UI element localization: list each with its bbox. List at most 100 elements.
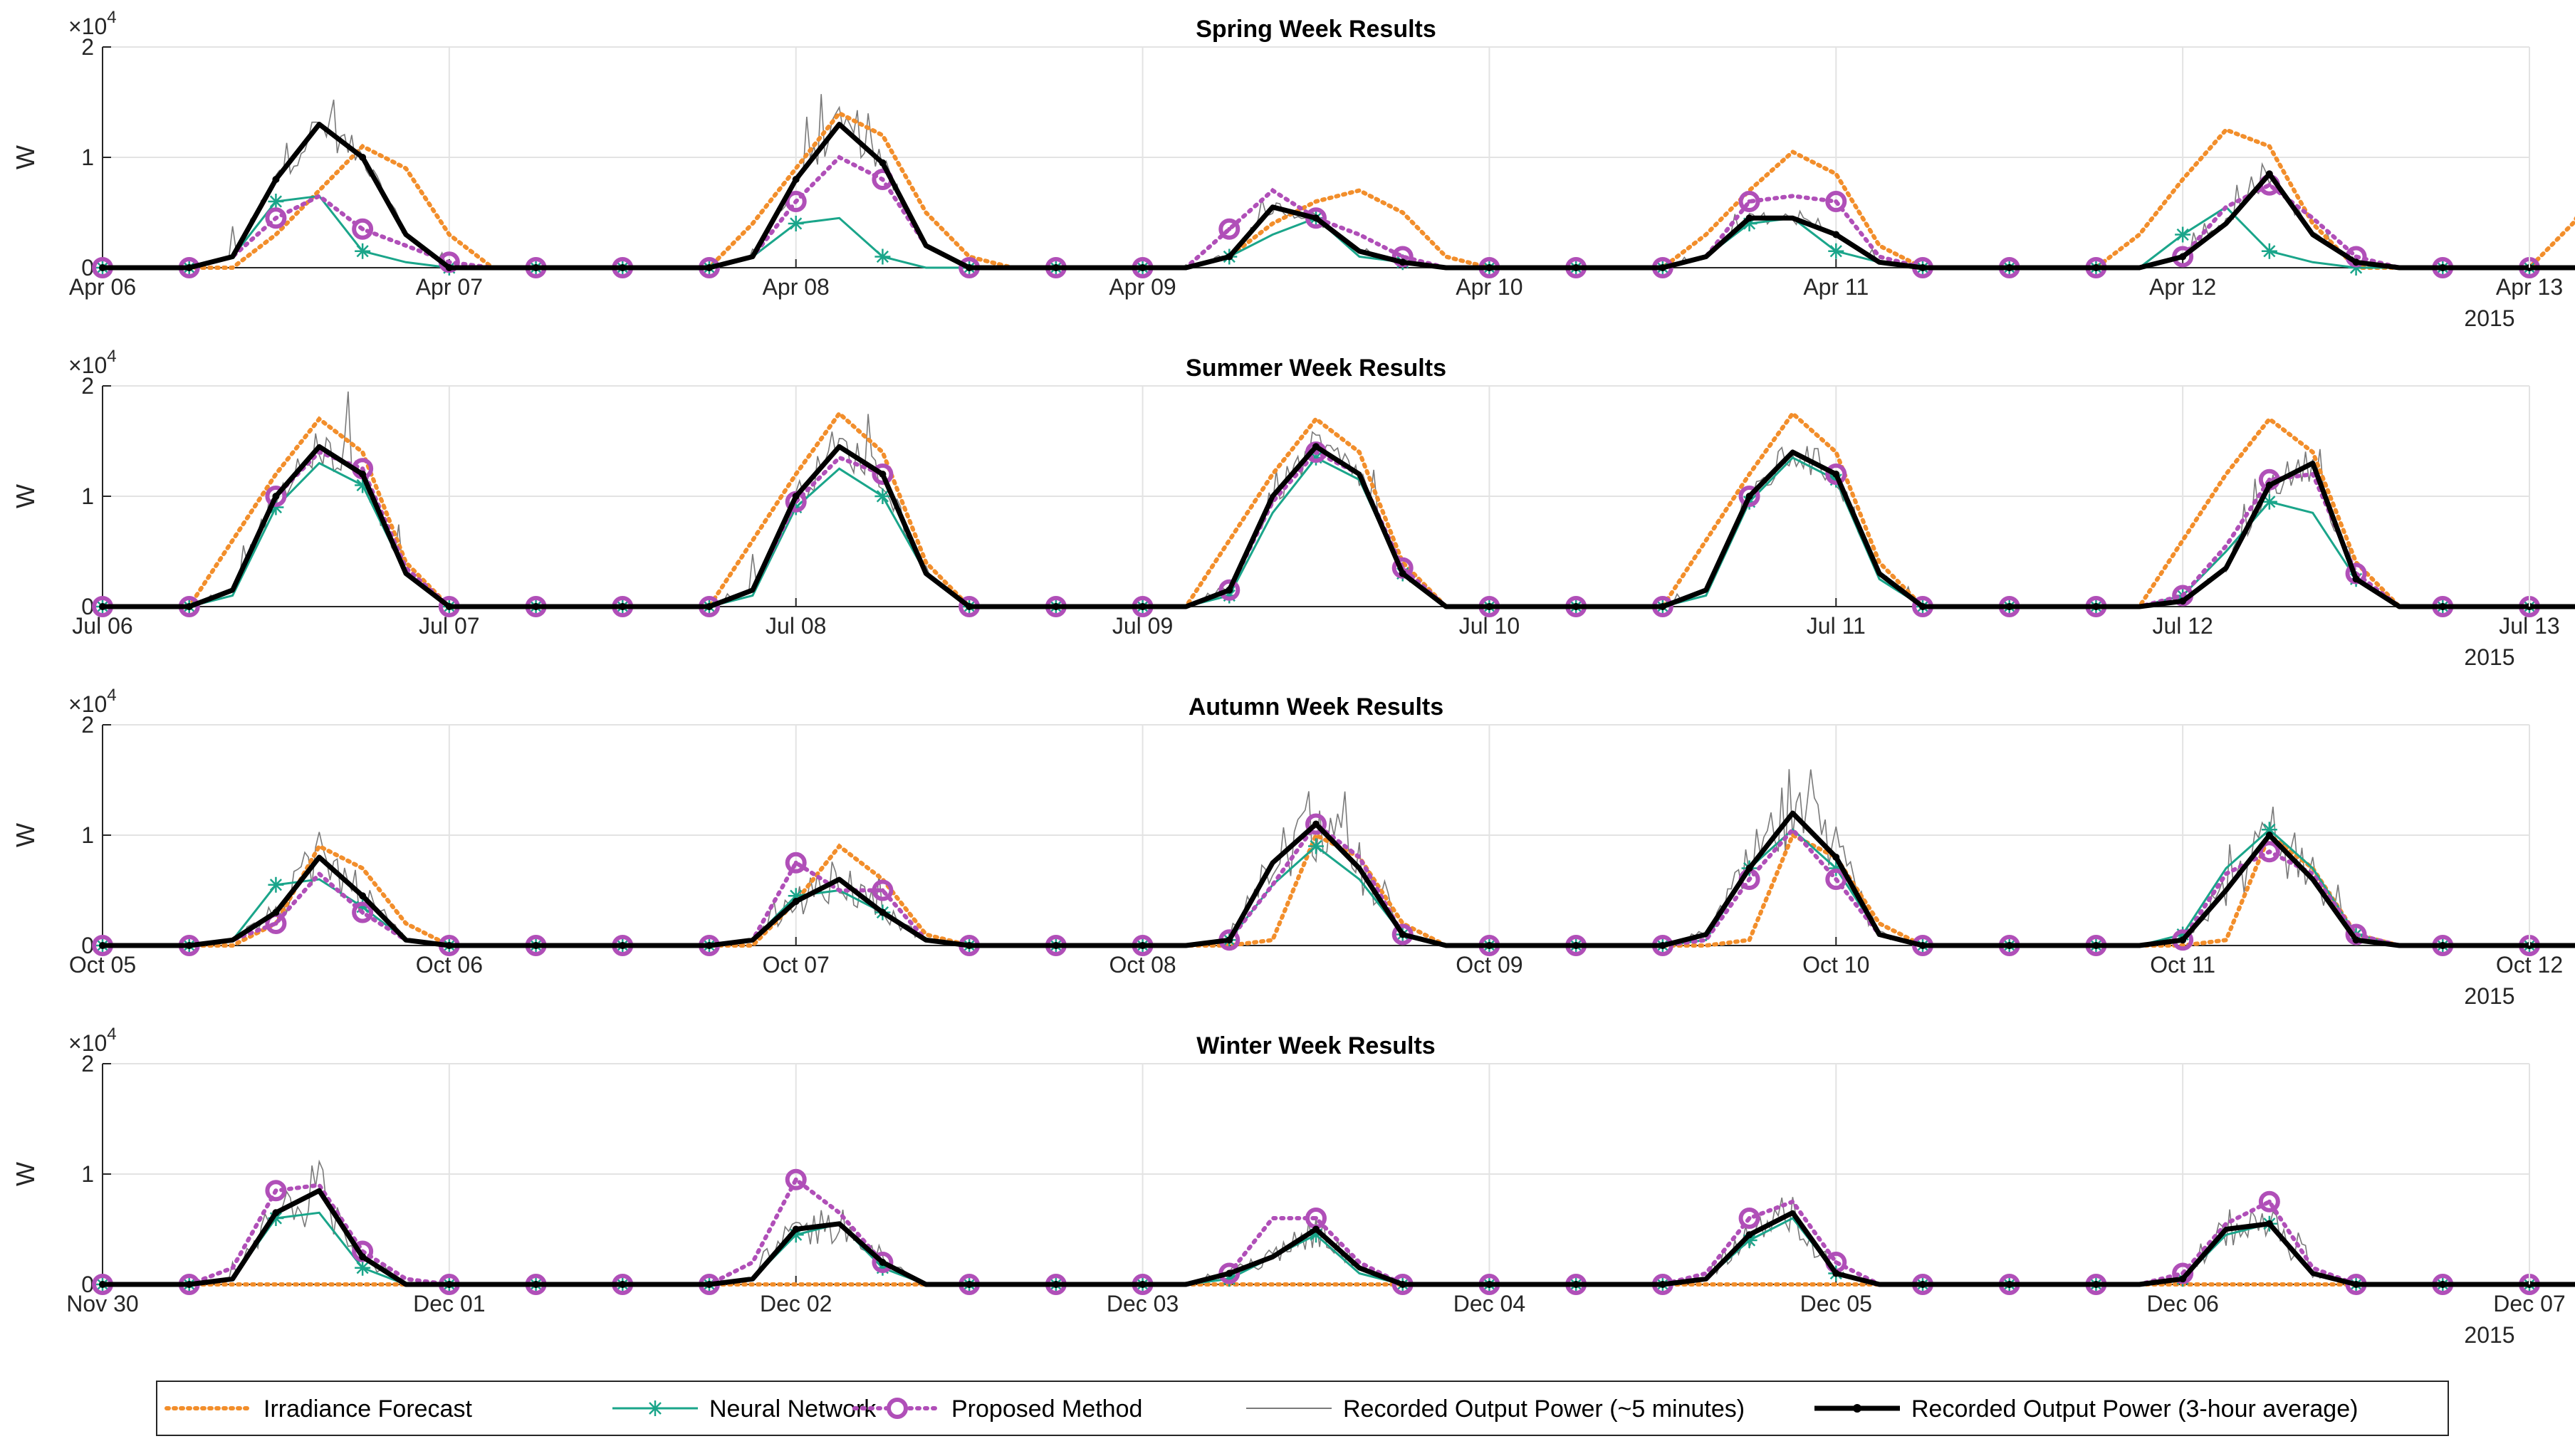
proposed-marker [785,1168,807,1190]
neural-marker-stroke [2263,823,2276,836]
proposed-marker-dot [273,1188,278,1193]
recorded-3h-marker [1485,603,1493,610]
recorded-3h-marker [1226,936,1233,944]
recorded-3h-marker [619,942,627,949]
proposed-marker [785,852,807,874]
recorded-3h-marker [2092,264,2100,271]
x-tick-label: Jul 12 [2152,613,2213,639]
neural-marker [268,194,284,209]
proposed-marker [1218,218,1241,240]
recorded-3h-marker [272,493,280,500]
proposed-marker-dot [2267,477,2272,482]
neural-marker [2175,226,2191,243]
recorded-3h-marker [1659,1281,1666,1288]
neural-marker-stroke [2176,228,2189,241]
recorded-3h-marker [2092,1281,2100,1288]
y-tick-label: 1 [81,822,94,848]
proposed-marker-dot [2267,182,2272,187]
proposed-marker [872,463,894,485]
recorded-3h-marker [2265,481,2273,489]
recorded-3h-marker [2439,1281,2447,1288]
x-tick-label: Apr 11 [1803,274,1869,300]
recorded-3h-marker [2265,1220,2273,1227]
recorded-3h-marker [1226,253,1233,261]
recorded-3h-marker [1832,231,1840,239]
recorded-3h-marker [2265,832,2273,839]
y-tick-label: 1 [81,145,94,170]
legend-label: Proposed Method [951,1395,1142,1423]
proposed-marker [1825,869,1847,890]
proposed-marker [2258,1190,2280,1213]
neural-marker [788,216,804,231]
recorded-3h-marker [1572,264,1580,271]
x-tick-label: Dec 05 [1800,1291,1872,1316]
recorded-3h-marker [792,1225,800,1233]
recorded-3h-marker [1485,1281,1493,1288]
recorded-3h-marker [2265,170,2273,178]
recorded-3h-marker [1312,214,1320,222]
recorded-3h-marker [1312,443,1320,451]
proposed-marker [265,1180,287,1202]
proposed-marker-dot [273,921,278,926]
recorded-3h-marker [966,942,973,949]
proposed-marker-dot [273,216,278,221]
recorded-3h-marker [2352,1281,2360,1288]
recorded-3h-marker [1052,603,1060,610]
legend-label: Recorded Output Power (~5 minutes) [1343,1395,1745,1423]
y-axis-label: W [11,145,40,169]
proposed-marker-dot [880,888,885,893]
y-tick-label: 2 [81,373,94,399]
recorded-3h-marker [2179,253,2187,261]
y-exponent-power: 4 [107,686,116,705]
proposed-marker-dot [793,1177,798,1182]
y-axis-label: W [11,1162,40,1186]
neural-marker-stroke [1829,245,1842,258]
recorded-3h-marker [185,603,193,610]
recorded-3h-marker [272,1209,280,1217]
neural-marker-stroke [876,250,889,263]
recorded-3h-marker [619,264,627,271]
proposed-marker-dot [1834,877,1839,881]
y-exponent-label: ×104 [68,1025,117,1056]
series-recorded-3h-line [103,444,2575,609]
y-tick-label: 2 [81,34,94,60]
y-tick-label: 1 [81,1161,94,1187]
recorded-3h-marker [2179,1275,2187,1283]
proposed-marker [785,191,807,212]
recorded-3h-marker [966,1281,973,1288]
proposed-marker-dot [1834,1260,1839,1264]
recorded-3h-marker [185,264,193,271]
year-label: 2015 [2464,305,2514,331]
proposed-marker-dot [1747,877,1752,881]
series-recorded-3h-line [103,1188,2575,1287]
proposed-marker [2258,841,2280,863]
recorded-3h-marker [619,1281,627,1288]
proposed-marker [1305,813,1327,835]
series-recorded-3h-line [103,810,2575,948]
proposed-marker [1825,191,1847,212]
recorded-3h-marker [792,493,800,500]
legend-item-proposed: Proposed Method [852,1395,1142,1423]
recorded-3h-marker [2352,258,2360,266]
recorded-3h-marker [1745,493,1753,500]
proposed-marker [872,1252,894,1273]
recorded-3h-marker [879,908,887,916]
recorded-3h-marker [2352,575,2360,583]
neural-marker [268,876,284,893]
proposed-marker [265,207,287,229]
recorded-3h-marker [99,942,106,949]
y-exponent-power: 4 [107,1025,116,1044]
legend-item-irradiance: Irradiance Forecast [164,1395,472,1423]
recorded-3h-marker [2439,264,2447,271]
recorded-3h-marker [1052,1281,1060,1288]
recorded-3h-marker [532,942,540,949]
recorded-3h-marker [2092,942,2100,949]
legend-marker [887,1398,908,1419]
recorded-3h-marker [1745,1231,1753,1239]
recorded-3h-marker [1919,1281,1926,1288]
recorded-3h-marker [1139,942,1147,949]
legend-marker [1853,1404,1861,1413]
year-label: 2015 [2464,983,2514,1009]
legend-marker [649,1402,662,1415]
proposed-marker-dot [360,910,365,915]
